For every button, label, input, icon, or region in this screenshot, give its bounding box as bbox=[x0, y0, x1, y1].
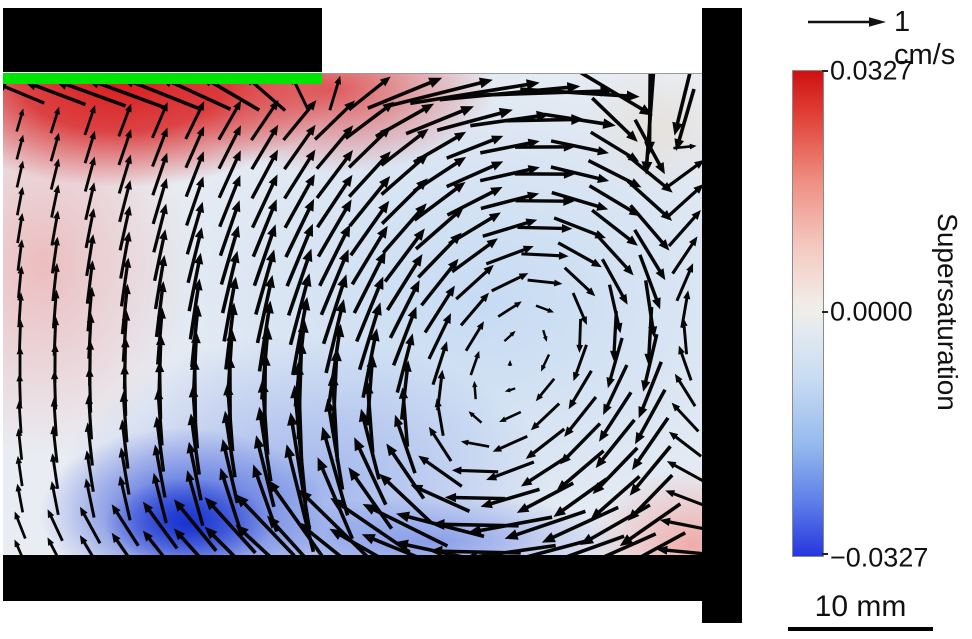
scale-bar-line bbox=[788, 627, 933, 631]
colorbar-label-min: −0.0327 bbox=[830, 542, 929, 573]
right-wall-block bbox=[702, 8, 742, 623]
supersaturation-colorbar bbox=[792, 70, 824, 557]
colorbar-label-mid: 0.0000 bbox=[830, 296, 913, 327]
colorbar-tick-max bbox=[822, 70, 828, 72]
scale-bar-label: 10 mm bbox=[814, 590, 907, 623]
colorbar-tick-mid bbox=[822, 311, 828, 313]
supersaturation-heatmap bbox=[3, 73, 702, 556]
colorbar-title: Supersaturation bbox=[932, 213, 963, 411]
colorbar-tick-min bbox=[822, 553, 828, 555]
velocity-scale-arrow-icon bbox=[808, 17, 886, 27]
seed-crystal-block bbox=[3, 8, 322, 72]
velocity-vector-field bbox=[3, 74, 702, 556]
colorbar-label-max: 0.0327 bbox=[830, 55, 913, 86]
growth-interface-green-line bbox=[3, 73, 322, 84]
velocity-scale-label: 1 cm/s bbox=[894, 6, 956, 71]
bottom-wall-block bbox=[3, 555, 702, 601]
